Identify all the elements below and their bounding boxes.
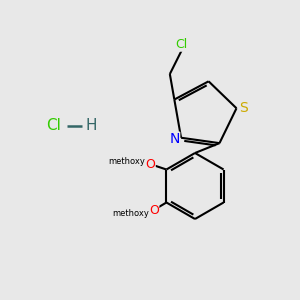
Text: methoxy: methoxy [108, 157, 145, 166]
Text: Cl: Cl [176, 38, 188, 51]
Text: N: N [169, 132, 180, 146]
Text: S: S [239, 101, 248, 115]
Text: O: O [149, 203, 159, 217]
Text: H: H [86, 118, 97, 134]
Text: O: O [145, 158, 155, 171]
Text: Cl: Cl [46, 118, 62, 134]
Text: methoxy: methoxy [112, 209, 149, 218]
